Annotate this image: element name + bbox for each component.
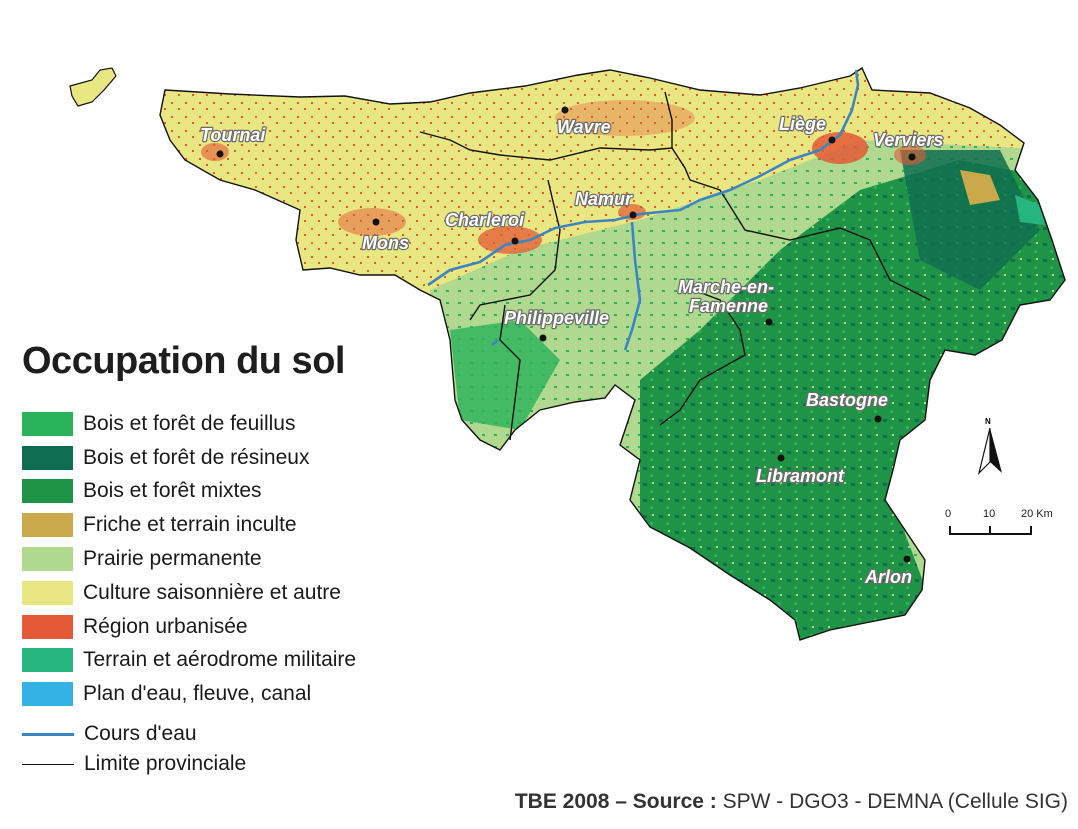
legend-item: Région urbanisée [22,610,356,644]
city-label-wavre: Wavre [557,117,611,137]
legend-item: Prairie permanente [22,542,356,576]
city-label-libramont: Libramont [756,466,845,486]
source-text: SPW - DGO3 - DEMNA (Cellule SIG) [716,790,1068,813]
source-credit: TBE 2008 – Source : SPW - DGO3 - DEMNA (… [515,790,1068,814]
legend-swatch [22,580,73,605]
legend-swatch [22,445,73,470]
legend-label: Bois et forêt de feuillus [83,411,296,435]
legend-swatch [22,648,73,673]
north-arrow: N [977,417,1002,475]
city-label-philippeville: Philippeville [504,308,609,328]
line-legend: Cours d'eau Limite provinciale [22,719,246,779]
region-enclave [69,67,117,107]
city-label-liege: Liège [779,114,826,134]
legend-item: Friche et terrain inculte [22,508,356,542]
city-markers [216,106,916,563]
source-prefix: TBE 2008 – [514,790,633,813]
city-dot-namur [629,211,637,219]
city-dot-tournai [216,150,224,158]
city-dot-marche [765,318,773,326]
city-label-tournai: Tournai [200,125,266,145]
legend-item: Terrain et aérodrome militaire [22,644,356,678]
legend-label: Prairie permanente [83,547,262,571]
scale-bar: 0 10 20 Km [945,508,1053,548]
legend-label: Bois et forêt mixtes [83,479,262,503]
legend-label: Plan d'eau, fleuve, canal [83,682,312,706]
legend-swatch [22,479,73,504]
legend-label: Bois et forêt de résineux [83,445,310,469]
city-dot-charleroi [511,237,519,245]
legend-item: Bois et forêt de feuillus [22,407,356,441]
city-dot-philippeville [539,334,547,342]
city-dot-verviers [908,153,916,161]
legend-item: Bois et forêt de résineux [22,441,356,475]
provincial-boundaries [419,91,931,441]
legend-swatch [22,682,73,707]
city-dot-mons [372,218,380,226]
line-legend-item: Cours d'eau [22,719,246,749]
city-label-verviers: Verviers [873,130,943,150]
city-label-bastogne: Bastogne [806,390,888,410]
city-label-arlon: Arlon [864,567,912,587]
legend-label: Friche et terrain inculte [83,513,297,537]
line-legend-label: Cours d'eau [84,722,197,745]
legend-label: Terrain et aérodrome militaire [83,648,357,672]
legend-label: Culture saisonnière et autre [83,580,341,604]
legend-swatch [22,614,73,639]
legend-swatch [22,411,73,436]
rivers [427,69,860,351]
river-line-swatch [22,732,74,736]
line-legend-label: Limite provinciale [84,752,247,775]
city-dot-bastogne [874,415,882,423]
boundary-line-swatch [22,763,74,765]
city-dot-liege [828,136,836,144]
legend-title: Occupation du sol [22,340,345,382]
line-legend-item: Limite provinciale [22,749,246,779]
north-label: N [985,417,991,426]
city-label-marche-1: Marche-en- [678,277,774,297]
scale-mid-tick [989,526,991,535]
legend-item: Culture saisonnière et autre [22,576,356,610]
legend: Bois et forêt de feuillus Bois et forêt … [22,407,356,711]
scale-tick-label: 20 Km [1021,508,1053,520]
city-label-mons: Mons [362,233,409,253]
city-label-namur: Namur [575,189,633,209]
city-labels: Tournai Wavre Liège Verviers Namur Charl… [199,113,945,588]
legend-item: Plan d'eau, fleuve, canal [22,677,356,711]
scale-tick-label: 0 [945,508,952,520]
city-dot-libramont [777,454,785,462]
source-bold: Source : [632,790,717,813]
scale-tick-label: 10 [983,508,996,520]
legend-item: Bois et forêt mixtes [22,475,356,509]
city-label-marche-2: Famenne [689,296,768,316]
city-dot-wavre [561,106,569,114]
city-dot-arlon [903,555,911,563]
legend-swatch [22,547,73,572]
legend-label: Région urbanisée [83,614,248,638]
legend-swatch [22,513,73,538]
city-label-charleroi: Charleroi [445,210,525,230]
